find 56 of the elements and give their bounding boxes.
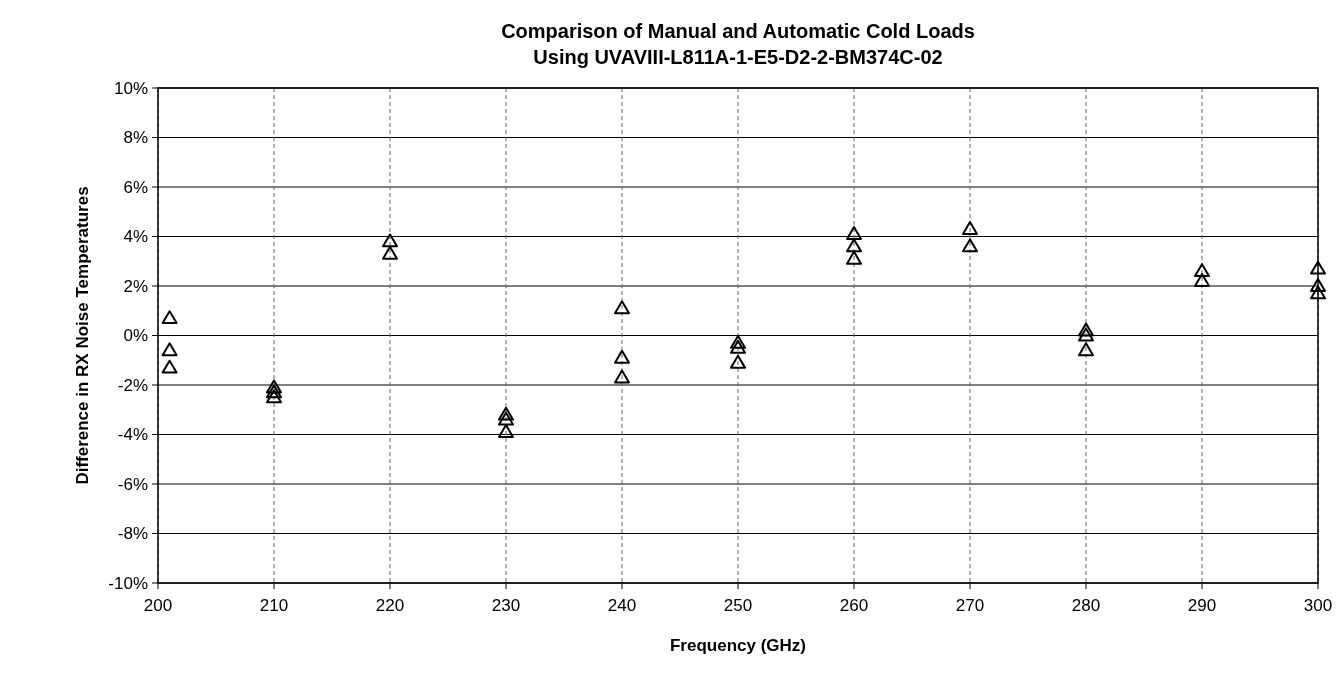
x-tick-label: 260	[839, 596, 869, 615]
point	[161, 310, 178, 325]
point	[266, 384, 282, 399]
y-tick-label: 8%	[123, 128, 148, 148]
point	[266, 379, 282, 394]
y-tick-label: -6%	[117, 474, 148, 494]
point	[1310, 285, 1326, 300]
x-tick-label: 250	[723, 596, 753, 615]
point	[1194, 263, 1210, 278]
point	[614, 300, 630, 315]
x-tick-label: 270	[955, 596, 985, 615]
y-tick-label: -4%	[117, 425, 148, 445]
point	[1078, 322, 1094, 337]
point	[161, 342, 178, 357]
x-tick-label: 200	[143, 596, 173, 615]
point	[1310, 278, 1326, 292]
chart-title: Comparison of Manual and Automatic Cold Loads	[501, 20, 975, 42]
point	[1194, 273, 1210, 287]
point	[498, 424, 514, 438]
point	[846, 250, 862, 265]
point	[1310, 260, 1326, 275]
point	[614, 349, 630, 364]
y-tick-label: -8%	[117, 524, 148, 544]
x-tick-label: 240	[607, 596, 637, 615]
point	[730, 339, 746, 354]
x-tick-label: 290	[1187, 596, 1217, 615]
point	[846, 238, 862, 253]
chart-subtitle: Using UVAVIII-L811A-1-E5-D2-2-BM374C-02	[533, 46, 943, 68]
y-tick-label: 0%	[123, 326, 148, 346]
x-tick-label: 230	[491, 596, 521, 615]
point	[1078, 342, 1094, 357]
y-tick-label: -2%	[117, 375, 148, 395]
x-tick-label: 210	[259, 596, 289, 615]
point	[498, 406, 514, 421]
point	[730, 354, 746, 369]
point	[962, 221, 978, 235]
point	[498, 411, 514, 426]
y-tick-label: -10%	[108, 573, 148, 593]
point	[730, 334, 746, 349]
y-tick-label: 10%	[113, 78, 148, 98]
x-axis-title: Frequency (GHz)	[669, 636, 807, 655]
point	[266, 389, 282, 404]
point	[382, 233, 398, 248]
point	[382, 245, 398, 260]
point	[962, 238, 978, 253]
y-axis-title: Difference in RX Noise Temperatures	[73, 186, 92, 485]
point	[614, 369, 630, 384]
x-tick-label: 220	[375, 596, 405, 615]
point	[846, 226, 862, 240]
y-tick-label: 6%	[123, 177, 148, 197]
x-tick-label: 300	[1303, 596, 1333, 615]
x-tick-label: 280	[1071, 596, 1101, 615]
point	[1078, 327, 1094, 342]
y-tick-label: 4%	[123, 227, 148, 247]
point	[161, 359, 178, 374]
y-tick-label: 2%	[123, 276, 148, 296]
